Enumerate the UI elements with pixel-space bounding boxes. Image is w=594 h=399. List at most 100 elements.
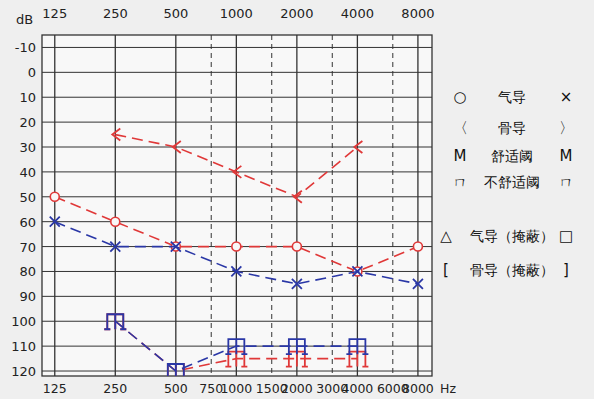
legend-label: 气导（掩蔽） (470, 228, 554, 244)
legend-symbol: [ (443, 261, 449, 279)
grid-line-y (42, 296, 432, 297)
x-tick-label-top: 125 (42, 6, 67, 21)
legend: ○气导×〈骨导〉M舒适阈Mㄇ不舒适阈ㄇ△气导（掩蔽）□[骨导（掩蔽）] (440, 88, 573, 279)
legend-symbol: ] (563, 261, 569, 279)
grid-line-x (175, 35, 176, 376)
legend-symbol: ㄇ (559, 173, 574, 191)
x-tick-label: 125 (43, 381, 67, 396)
background (0, 0, 594, 399)
plot-background (42, 35, 432, 376)
marker-bone (173, 141, 181, 153)
y-tick-label: 50 (19, 190, 36, 205)
series-line (115, 135, 357, 197)
marker-x (110, 242, 120, 252)
marker-ucl (165, 364, 187, 376)
legend-symbol: M (454, 147, 467, 165)
y-tick-label: 10 (19, 90, 36, 105)
grid-line-x (271, 35, 272, 376)
marker-x (352, 266, 362, 276)
y-tick-label: 30 (19, 140, 36, 155)
y-tick-label: 70 (19, 240, 36, 255)
marker-circle (232, 242, 241, 251)
marker-x (292, 279, 302, 289)
legend-label: 骨导 (498, 120, 526, 136)
x-tick-label: 1000 (220, 381, 252, 396)
marker-ucl (104, 314, 126, 329)
grid-line-y (42, 221, 432, 222)
marker-bone (112, 129, 120, 141)
legend-label: 骨导（掩蔽） (470, 262, 554, 278)
grid-line-x (54, 35, 55, 376)
y-tick-label: 100 (11, 314, 36, 329)
legend-label: 舒适阈 (491, 148, 533, 164)
legend-symbol: × (560, 88, 573, 106)
x-tick-label-top: 4000 (341, 6, 374, 21)
x-tick-label: 2000 (281, 381, 313, 396)
marker-circle (111, 217, 120, 226)
marker-ucl (286, 339, 308, 354)
legend-symbol: □ (559, 227, 573, 245)
x-tick-label-top: 8000 (401, 6, 434, 21)
grid-line-x (332, 35, 333, 376)
y-axis-label: dB (16, 12, 33, 27)
marker-x (413, 279, 423, 289)
grid-line-y (42, 196, 432, 197)
grid-line-y (42, 47, 432, 48)
marker-x (171, 242, 181, 252)
x-tick-label-top: 1000 (220, 6, 253, 21)
grid-line-x (211, 35, 212, 376)
y-tick-label: 90 (19, 289, 36, 304)
x-tick-label: 500 (164, 381, 188, 396)
legend-symbol: ㄇ (453, 173, 468, 191)
marker-circle (292, 242, 301, 251)
grid-line-y (42, 147, 432, 148)
grid-line-x (296, 35, 297, 376)
x-tick-label-top: 2000 (280, 6, 313, 21)
grid-line-x (357, 35, 358, 376)
series-line (55, 197, 418, 272)
data (50, 129, 423, 376)
legend-label: 不舒适阈 (484, 174, 540, 190)
grid-line-x (236, 35, 237, 376)
grid-line-x (417, 35, 418, 376)
grid-line-y (42, 122, 432, 123)
marker-x (231, 266, 241, 276)
chart: -100102030405060708090100110120dB1251252… (0, 0, 594, 399)
grid-line-x (392, 35, 393, 376)
grid (42, 35, 432, 376)
x-tick-label: 4000 (341, 381, 373, 396)
y-tick-label: 60 (19, 215, 36, 230)
y-tick-label: 110 (11, 339, 36, 354)
grid-line-y (42, 321, 432, 322)
legend-symbol: 〈 (453, 119, 468, 137)
series-line (115, 321, 357, 371)
marker-ucl (346, 339, 368, 354)
grid-line-y (42, 72, 432, 73)
y-tick-label: 120 (11, 364, 36, 379)
plot-frame (42, 35, 432, 376)
y-tick-label: 0 (28, 65, 36, 80)
marker-ucl (225, 339, 247, 354)
x-axis-label: Hz (440, 381, 456, 396)
y-tick-label: -10 (15, 40, 36, 55)
legend-symbol: 〉 (559, 119, 574, 137)
grid-line-y (42, 97, 432, 98)
marker-circle (50, 192, 59, 201)
legend-symbol: △ (440, 227, 452, 245)
marker-bone (354, 141, 362, 153)
y-tick-label: 40 (19, 165, 36, 180)
legend-symbol: ○ (453, 88, 466, 106)
legend-symbol: M (560, 147, 573, 165)
series-line (55, 222, 418, 284)
marker-ucl (104, 314, 126, 329)
y-tick-label: 80 (19, 264, 36, 279)
x-tick-label: 8000 (402, 381, 434, 396)
marker-bone (294, 191, 302, 203)
marker-ucl (165, 364, 187, 376)
x-tick-label-top: 500 (163, 6, 188, 21)
marker-bone (233, 166, 241, 178)
series-line (115, 321, 357, 371)
x-tick-label: 250 (103, 381, 127, 396)
marker-circle (413, 242, 422, 251)
marker-x (50, 217, 60, 227)
